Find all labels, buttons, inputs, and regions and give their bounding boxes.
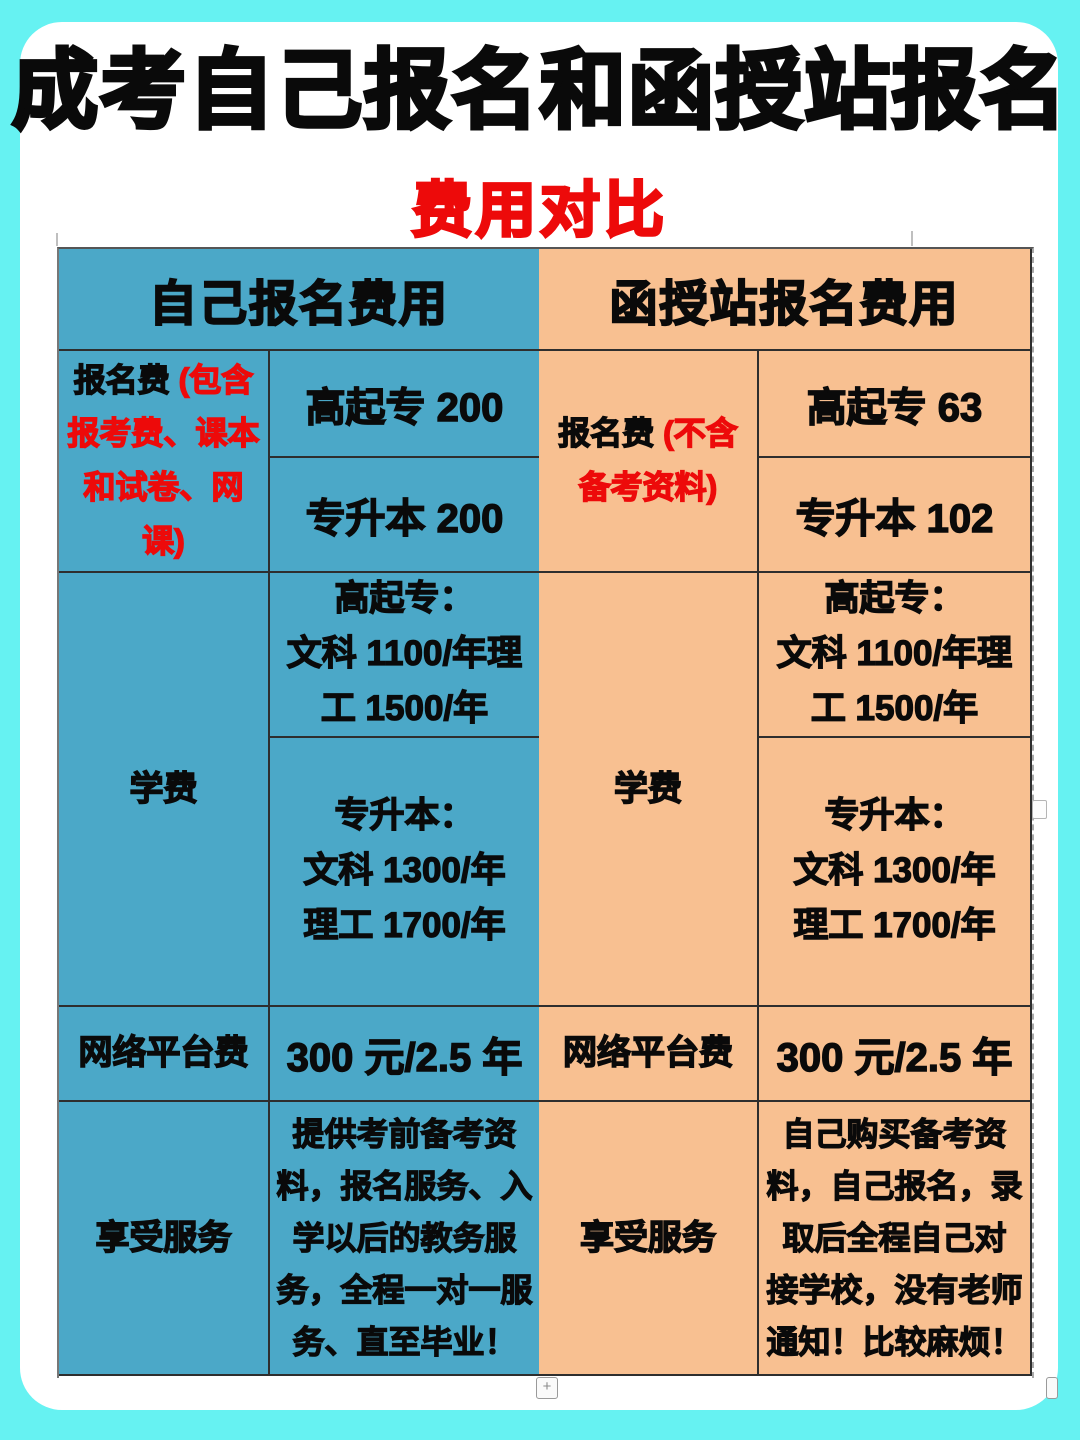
regfee-label-self-text: 报名费 xyxy=(73,361,179,398)
regfee-note-station: (不含 备考资料) xyxy=(578,415,739,506)
regfee-label-station: 报名费 (不含 备考资料) xyxy=(539,351,759,573)
header-self-registration: 自己报名费用 xyxy=(59,249,539,351)
regfee-note-self: (包含 报考费、课本 和试卷、网 课) xyxy=(67,361,260,560)
tuition-label-self: 学费 xyxy=(59,573,270,1007)
regfee-value-self-zhuanshengben: 专升本 200 xyxy=(270,458,539,573)
service-label-self: 享受服务 xyxy=(59,1102,270,1376)
service-value-station: 自己购买备考资 料，自己报名，录 取后全程自己对 接学校，没有老师 通知！比较麻… xyxy=(759,1102,1032,1376)
regfee-label-self: 报名费 (包含 报考费、课本 和试卷、网 课) xyxy=(59,351,270,573)
tuition-value-self-gaoqizhuan: 高起专： 文科 1100/年理 工 1500/年 xyxy=(270,573,539,738)
page-subtitle: 费用对比 xyxy=(411,176,668,246)
page-title: 成考自己报名和函授站报名 xyxy=(10,41,1068,141)
header-station-registration: 函授站报名费用 xyxy=(539,249,1032,351)
regfee-value-station-zhuanshengben: 专升本 102 xyxy=(759,458,1032,573)
platform-value-station: 300 元/2.5 年 xyxy=(759,1007,1032,1102)
tuition-value-station-gaoqizhuan: 高起专： 文科 1100/年理 工 1500/年 xyxy=(759,573,1032,738)
service-label-station: 享受服务 xyxy=(539,1102,759,1376)
expand-plus-icon-partial[interactable] xyxy=(1046,1377,1058,1399)
platform-label-self: 网络平台费 xyxy=(59,1007,270,1102)
fee-comparison-table: 自己报名费用 函授站报名费用 报名费 (包含 报考费、课本 和试卷、网 课) 高… xyxy=(57,247,1034,1378)
tuition-value-station-zhuanshengben: 专升本： 文科 1300/年 理工 1700/年 xyxy=(759,738,1032,1007)
gridline-tick xyxy=(56,233,58,246)
gridline-tick xyxy=(911,231,913,246)
tuition-value-self-zhuanshengben: 专升本： 文科 1300/年 理工 1700/年 xyxy=(270,738,539,1007)
regfee-value-self-gaoqizhuan: 高起专 200 xyxy=(270,351,539,458)
service-value-self: 提供考前备考资 料，报名服务、入 学以后的教务服 务，全程一对一服 务、直至毕业… xyxy=(270,1102,539,1376)
tuition-label-station: 学费 xyxy=(539,573,759,1007)
platform-value-self: 300 元/2.5 年 xyxy=(270,1007,539,1102)
scroll-handle-icon[interactable] xyxy=(1032,800,1047,819)
regfee-label-station-text: 报名费 xyxy=(558,415,664,452)
platform-label-station: 网络平台费 xyxy=(539,1007,759,1102)
expand-plus-icon[interactable]: + xyxy=(536,1377,558,1399)
regfee-value-station-gaoqizhuan: 高起专 63 xyxy=(759,351,1032,458)
